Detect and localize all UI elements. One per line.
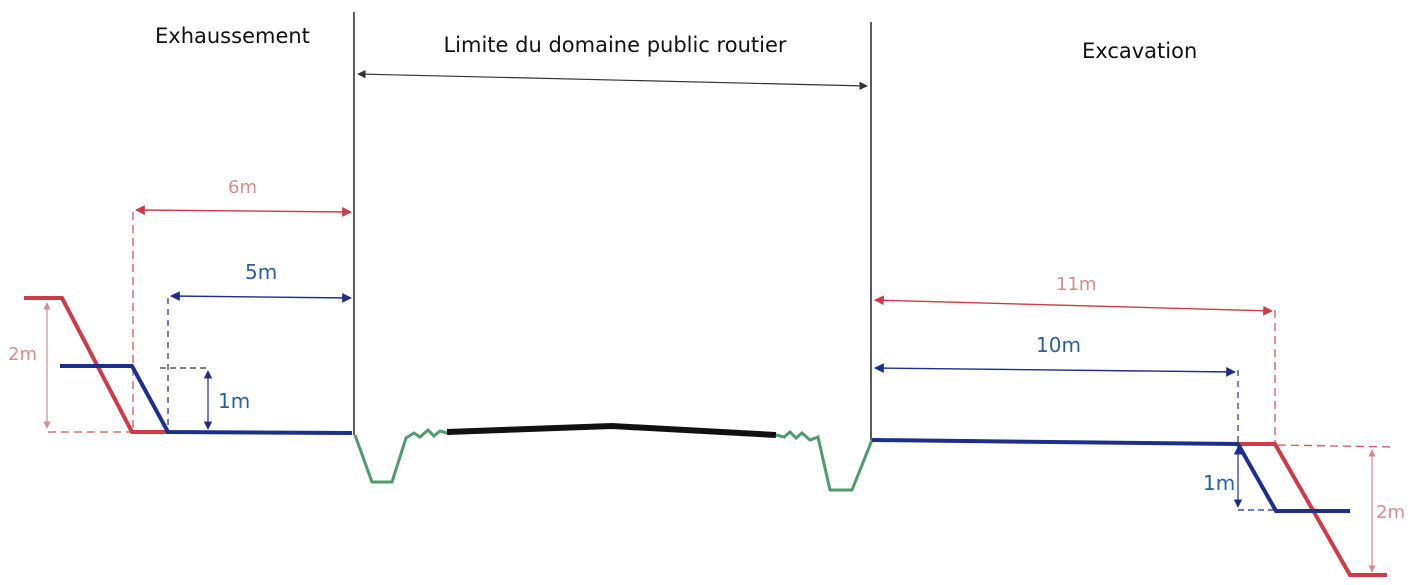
right-red-dimension-arrow xyxy=(874,295,1273,316)
left-red-dimension-arrow xyxy=(135,205,352,217)
right-ditch xyxy=(775,429,874,492)
domain-limit-arrow xyxy=(357,69,868,91)
left-blue-dimension-arrow xyxy=(170,291,352,303)
right-red-top-dashed-line xyxy=(1277,444,1396,448)
left-ditch xyxy=(353,427,448,484)
right-blue-dimension-arrow xyxy=(874,363,1236,377)
right-blue-width-label: 10m xyxy=(1036,333,1081,357)
right-blue-profile xyxy=(871,438,1350,513)
left-blue-height-label: 1m xyxy=(218,389,250,413)
center-title: Limite du domaine public routier xyxy=(443,33,786,57)
left-title: Exhaussement xyxy=(155,24,310,48)
left-blue-profile xyxy=(60,364,353,435)
road-surface xyxy=(446,422,777,438)
right-red-width-label: 11m xyxy=(1056,274,1096,295)
right-blue-height-label: 1m xyxy=(1203,471,1235,495)
left-red-width-label: 6m xyxy=(228,177,257,198)
left-blue-width-label: 5m xyxy=(245,260,277,284)
left-red-height-label: 2m xyxy=(8,344,37,365)
right-red-height-label: 2m xyxy=(1376,502,1405,523)
right-title: Excavation xyxy=(1082,39,1197,63)
